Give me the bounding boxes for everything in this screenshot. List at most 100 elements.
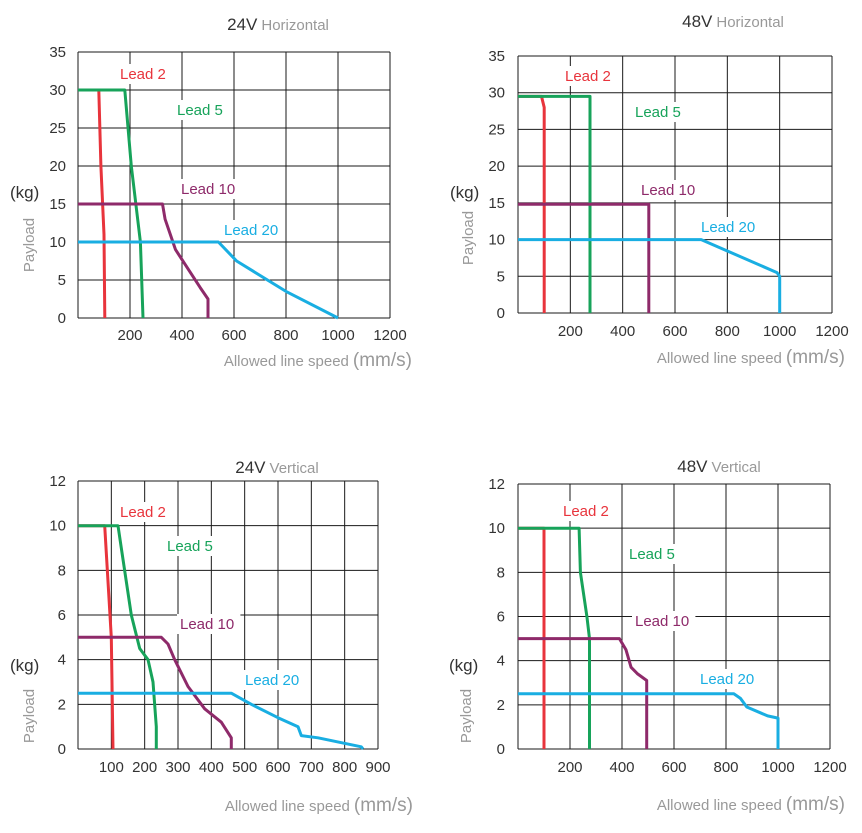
series-label-background [164,536,220,556]
series-label-background [221,220,285,240]
y-axis-unit: (kg) [450,183,479,202]
series-line-lead-10 [78,635,233,749]
x-axis-unit: (mm/s) [353,350,412,371]
series-label-background [632,611,696,631]
y-tick-label: 5 [497,268,505,285]
y-axis-label: Payload [21,689,38,743]
series-label: Lead 2 [120,504,166,521]
y-tick-label: 6 [58,607,66,624]
y-axis-label: Payload [21,218,38,272]
series-line-lead-10 [518,637,649,749]
series-label: Lead 2 [120,66,166,83]
y-tick-label: 10 [488,232,505,249]
y-tick-label: 20 [49,158,66,175]
y-tick-label: 30 [49,82,66,99]
y-tick-label: 15 [488,195,505,212]
x-tick-label: 400 [609,759,634,776]
x-tick-label: 900 [365,759,390,776]
y-tick-label: 30 [488,85,505,102]
chart-title-main: 48V [677,457,708,476]
series-line-lead-5 [518,526,591,749]
series-label: Lead 5 [629,546,675,563]
x-axis-label: Allowed line speed (mm/s) [657,794,845,815]
chart-panel-2: 0 5 10 15 20 25 30 35 200 400 600 800 1000 1200 48V Hor… [450,12,849,368]
series-label-background [117,502,173,522]
series-label-background [626,544,682,564]
chart-title-sub: Horizontal [716,14,784,31]
x-tick-label: 800 [332,759,357,776]
x-tick-label: 200 [132,759,157,776]
x-axis-label: Allowed line speed (mm/s) [657,347,845,368]
y-axis-label: Payload [460,211,477,265]
y-tick-label: 0 [497,305,505,322]
x-axis-label-text: Allowed line speed [224,353,349,370]
y-tick-label: 6 [497,609,505,626]
series-label: Lead 20 [245,672,299,689]
x-tick-label: 300 [165,759,190,776]
y-tick-label: 10 [49,234,66,251]
x-tick-label: 800 [273,327,298,344]
series-line-lead-5 [78,524,158,749]
y-tick-label: 8 [497,564,505,581]
series-label: Lead 10 [180,616,234,633]
chart-title: 48V Horizontal [682,12,784,31]
x-tick-label: 1000 [763,323,796,340]
y-axis-unit: (kg) [449,656,478,675]
series-label-background [698,217,762,237]
chart-title: 48V Vertical [677,457,760,476]
x-tick-label: 600 [221,327,246,344]
series-label-background [638,180,702,200]
series-label: Lead 20 [700,671,754,688]
x-axis-unit: (mm/s) [786,347,845,368]
y-tick-label: 4 [58,652,66,669]
x-tick-label: 600 [265,759,290,776]
x-tick-label: 1000 [321,327,354,344]
y-tick-label: 35 [488,48,505,65]
x-tick-label: 800 [715,323,740,340]
series-label: Lead 10 [641,182,695,199]
chart-panel-3: 0 2 4 6 8 10 12 100 200 300 400 500 600 700 800 900 24V V… [10,458,413,816]
x-tick-label: 500 [232,759,257,776]
series-label-background [697,669,761,689]
y-tick-label: 25 [49,120,66,137]
chart-title: 24V Vertical [235,458,318,477]
x-tick-label: 800 [713,759,738,776]
y-tick-label: 35 [49,44,66,61]
series-label-background [174,100,230,120]
x-axis-unit: (mm/s) [786,794,845,815]
series-line-lead-10 [518,202,651,313]
x-tick-label: 1000 [761,759,794,776]
series-label: Lead 5 [177,102,223,119]
chart-title-main: 24V [235,458,266,477]
x-axis-label-text: Allowed line speed [657,797,782,814]
chart-title-sub: Horizontal [261,17,329,34]
x-tick-label: 200 [117,327,142,344]
series-label-background [177,614,241,634]
y-tick-label: 12 [488,476,505,493]
x-tick-label: 100 [99,759,124,776]
series-label-background [560,501,616,521]
x-tick-label: 200 [558,323,583,340]
x-tick-label: 400 [199,759,224,776]
x-axis-label: Allowed line speed (mm/s) [225,795,413,816]
series-label-background [632,102,688,122]
x-axis-label-text: Allowed line speed [225,798,350,815]
series-line-lead-20 [518,692,780,749]
x-axis-unit: (mm/s) [354,795,413,816]
x-tick-label: 400 [610,323,635,340]
series-label-background [178,179,242,199]
series-label-background [117,64,173,84]
series-label: Lead 20 [224,222,278,239]
y-tick-label: 15 [49,196,66,213]
y-tick-label: 12 [49,473,66,490]
y-tick-label: 0 [58,310,66,327]
y-axis-unit: (kg) [10,183,39,202]
series-label: Lead 2 [565,68,611,85]
chart-title-sub: Vertical [712,459,761,476]
y-tick-label: 10 [49,518,66,535]
chart-panel-4: 0 2 4 6 8 10 12 200 400 600 800 1000 1200 48V Vertical… [449,457,847,815]
y-tick-label: 10 [488,520,505,537]
y-tick-label: 0 [58,741,66,758]
